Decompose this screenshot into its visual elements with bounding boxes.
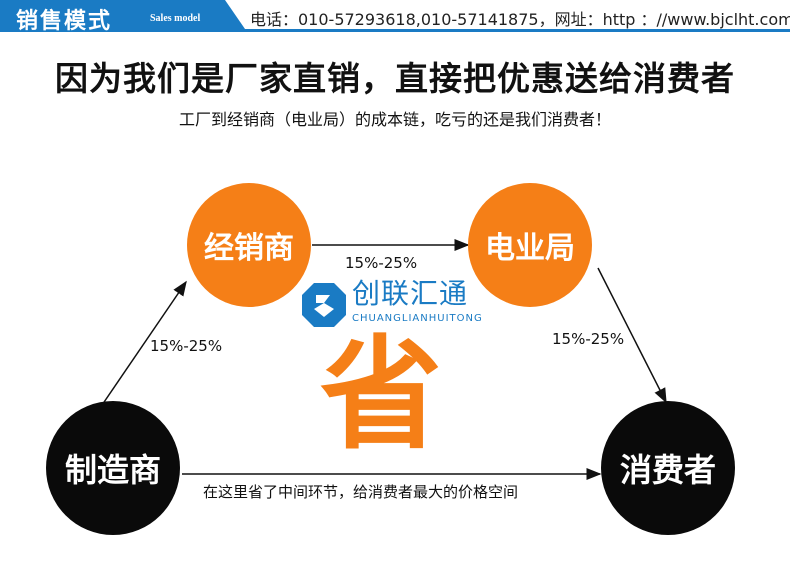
contact-info: 电话：010-57293618,010-57141875，网址：http ：//… [250,10,790,29]
header-subtitle: Sales model [150,13,201,24]
header-bar [0,0,790,32]
save-character: 省 [320,324,442,466]
label-manufacturer-dealer: 15%-25% [150,337,223,355]
main-title: 因为我们是厂家直销，直接把优惠送给消费者 [55,59,735,98]
arrow-bureau-consumer [597,267,667,404]
logo-icon [302,283,346,327]
logo-name: 创联汇通 [352,277,469,310]
label-bureau-consumer: 15%-25% [552,330,625,348]
node-manufacturer: 制造商 [46,401,180,535]
label-dealer-bureau: 15%-25% [345,254,418,272]
arrow-manufacturer-dealer [99,280,187,409]
header-title: 销售模式 [16,8,113,34]
logo-pinyin: CHUANGLIANHUITONG [352,313,483,324]
node-consumer: 消费者 [601,401,735,535]
sub-title: 工厂到经销商（电业局）的成本链，吃亏的还是我们消费者！ [178,110,611,129]
node-dealer: 经销商 [187,183,311,307]
label-manufacturer-consumer: 在这里省了中间环节，给消费者最大的价格空间 [203,483,519,501]
node-power-bureau: 电业局 [468,183,592,307]
